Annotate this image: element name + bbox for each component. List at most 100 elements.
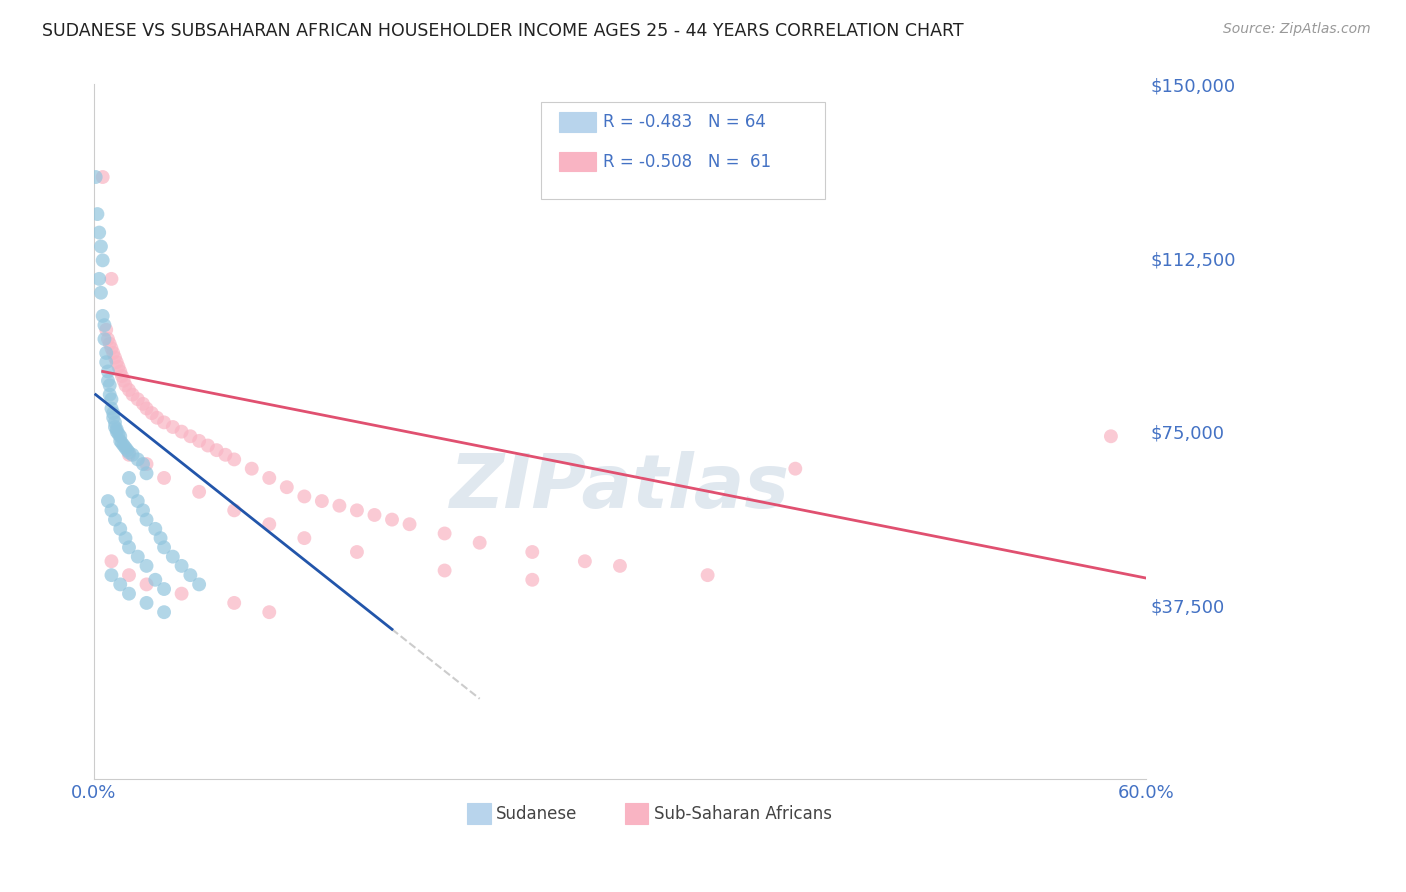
Text: Source: ZipAtlas.com: Source: ZipAtlas.com bbox=[1223, 22, 1371, 37]
Point bbox=[328, 499, 350, 513]
Point bbox=[135, 558, 157, 573]
Point bbox=[135, 457, 157, 471]
Point bbox=[118, 568, 141, 582]
Point bbox=[100, 392, 122, 407]
Point bbox=[785, 461, 807, 475]
Point bbox=[132, 503, 155, 517]
Point bbox=[121, 484, 143, 499]
Point bbox=[153, 471, 176, 485]
Point bbox=[132, 457, 155, 471]
Point bbox=[103, 346, 125, 360]
Point bbox=[259, 605, 281, 619]
Point bbox=[86, 207, 108, 221]
Point bbox=[118, 448, 141, 462]
Point bbox=[162, 420, 184, 434]
Point bbox=[141, 406, 163, 420]
Point bbox=[90, 285, 112, 300]
Text: R = -0.508   N =  61: R = -0.508 N = 61 bbox=[603, 153, 772, 170]
Point bbox=[110, 364, 132, 378]
Point bbox=[170, 558, 193, 573]
Point bbox=[188, 577, 211, 591]
Point bbox=[110, 429, 132, 443]
Point bbox=[1099, 429, 1122, 443]
FancyBboxPatch shape bbox=[541, 102, 825, 199]
Point bbox=[112, 438, 135, 452]
Point bbox=[153, 605, 176, 619]
Point bbox=[100, 272, 122, 286]
Point bbox=[224, 596, 246, 610]
Point bbox=[118, 587, 141, 601]
Point bbox=[127, 494, 149, 508]
Point bbox=[103, 406, 125, 420]
Point bbox=[224, 503, 246, 517]
Point bbox=[149, 531, 172, 545]
Point bbox=[96, 346, 118, 360]
Point bbox=[146, 410, 169, 425]
Point bbox=[363, 508, 385, 522]
Point bbox=[114, 378, 136, 392]
Point bbox=[98, 387, 121, 401]
Point bbox=[118, 383, 141, 397]
Point bbox=[100, 554, 122, 568]
Point bbox=[107, 359, 129, 374]
Point bbox=[135, 513, 157, 527]
Point bbox=[100, 341, 122, 355]
Point bbox=[91, 309, 114, 323]
Point bbox=[468, 535, 491, 549]
Point bbox=[398, 517, 420, 532]
Point bbox=[97, 364, 120, 378]
Bar bbox=[560, 152, 596, 171]
Point bbox=[135, 596, 157, 610]
Point bbox=[91, 253, 114, 268]
Point bbox=[114, 441, 136, 455]
Point bbox=[696, 568, 718, 582]
Text: ZIPatlas: ZIPatlas bbox=[450, 450, 790, 524]
Bar bbox=[467, 803, 491, 824]
Point bbox=[100, 401, 122, 416]
Point bbox=[143, 573, 166, 587]
Point bbox=[110, 522, 132, 536]
Point bbox=[170, 425, 193, 439]
Point bbox=[522, 545, 544, 559]
Point bbox=[89, 226, 111, 240]
Point bbox=[205, 443, 228, 458]
Point bbox=[104, 416, 127, 430]
Point bbox=[100, 503, 122, 517]
Point bbox=[153, 541, 176, 555]
Point bbox=[522, 573, 544, 587]
Point bbox=[153, 582, 176, 596]
Point bbox=[132, 397, 155, 411]
Point bbox=[224, 452, 246, 467]
Point bbox=[433, 526, 456, 541]
Point bbox=[96, 355, 118, 369]
Point bbox=[97, 494, 120, 508]
Bar bbox=[560, 112, 596, 132]
Point bbox=[105, 422, 128, 436]
Point bbox=[118, 541, 141, 555]
Point bbox=[118, 471, 141, 485]
Point bbox=[153, 416, 176, 430]
Point bbox=[111, 369, 134, 384]
Point bbox=[90, 239, 112, 253]
Point bbox=[179, 429, 201, 443]
Point bbox=[96, 323, 118, 337]
Point bbox=[97, 332, 120, 346]
Point bbox=[259, 517, 281, 532]
Point bbox=[127, 452, 149, 467]
Point bbox=[121, 448, 143, 462]
Point bbox=[135, 467, 157, 481]
Point bbox=[93, 332, 115, 346]
Text: Sub-Saharan Africans: Sub-Saharan Africans bbox=[654, 805, 831, 822]
Point bbox=[105, 355, 128, 369]
Point bbox=[127, 392, 149, 407]
Point bbox=[127, 549, 149, 564]
Point bbox=[111, 436, 134, 450]
Point bbox=[115, 443, 138, 458]
Point bbox=[89, 272, 111, 286]
Point bbox=[104, 513, 127, 527]
Bar bbox=[626, 803, 648, 824]
Point bbox=[104, 351, 127, 365]
Point bbox=[311, 494, 333, 508]
Point bbox=[135, 401, 157, 416]
Text: SUDANESE VS SUBSAHARAN AFRICAN HOUSEHOLDER INCOME AGES 25 - 44 YEARS CORRELATION: SUDANESE VS SUBSAHARAN AFRICAN HOUSEHOLD… bbox=[42, 22, 963, 40]
